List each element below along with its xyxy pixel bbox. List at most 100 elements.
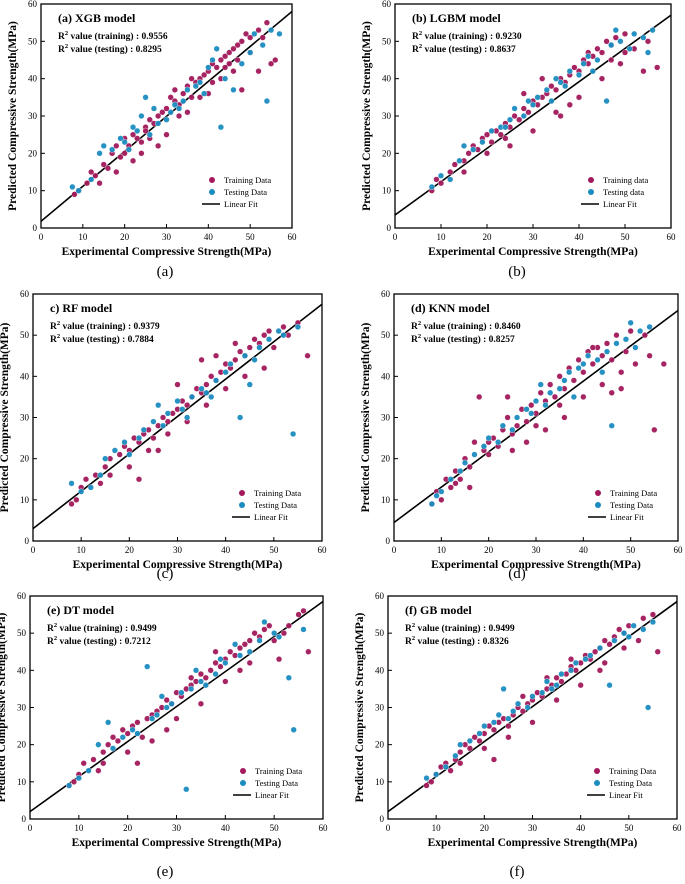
- training-point: [295, 611, 302, 618]
- testing-point: [140, 426, 147, 433]
- training-point: [184, 402, 191, 409]
- legend-training-marker: [595, 490, 601, 496]
- training-point: [134, 719, 141, 726]
- testing-point: [95, 741, 102, 748]
- training-point: [207, 667, 214, 674]
- testing-point: [640, 34, 647, 41]
- training-point: [238, 86, 245, 93]
- training-point: [171, 86, 178, 93]
- testing-point: [261, 618, 268, 626]
- r2-training-value: 0.9230: [495, 32, 521, 42]
- training-point: [164, 418, 171, 425]
- testing-point: [212, 377, 220, 384]
- testing-point: [78, 488, 85, 495]
- testing-point: [121, 139, 128, 146]
- training-point: [438, 496, 445, 503]
- testing-point: [265, 336, 273, 343]
- testing-point: [271, 630, 278, 637]
- panel-caption: (c): [157, 566, 174, 582]
- training-point: [300, 607, 307, 614]
- testing-point: [212, 670, 219, 678]
- training-point: [608, 356, 615, 363]
- testing-point: [105, 719, 112, 726]
- training-point: [145, 447, 152, 454]
- training-point: [457, 760, 464, 767]
- testing-point: [192, 667, 200, 674]
- y-axis-title: Predicted Compressive Strength(MPa): [361, 21, 373, 211]
- panel-caption: (f): [510, 864, 525, 880]
- testing-point: [572, 659, 579, 667]
- training-point: [509, 447, 516, 454]
- testing-point: [587, 652, 594, 659]
- training-point: [234, 41, 241, 49]
- training-point: [589, 344, 596, 351]
- testing-point: [488, 127, 495, 135]
- testing-point: [163, 116, 170, 123]
- training-point: [121, 150, 128, 157]
- training-point: [466, 484, 473, 491]
- legend-testing-marker: [239, 502, 245, 508]
- testing-point: [608, 422, 615, 429]
- r2-training-annotation: R2 value (training) : 0.8460: [411, 320, 521, 332]
- legend-fit-label: Linear Fit: [255, 790, 289, 800]
- testing-point: [111, 447, 118, 454]
- testing-point: [126, 451, 133, 458]
- testing-point: [509, 426, 516, 433]
- x-tick-label: 40: [204, 232, 214, 242]
- testing-point: [466, 737, 473, 745]
- testing-point: [259, 41, 266, 49]
- testing-point: [129, 124, 137, 131]
- training-point: [542, 426, 549, 433]
- training-point: [270, 344, 277, 351]
- training-point: [129, 157, 137, 164]
- testing-point: [241, 352, 249, 359]
- training-point: [198, 356, 205, 363]
- y-tick-label: 40: [28, 74, 38, 84]
- testing-series: [68, 323, 302, 495]
- legend-testing-label: Testing Data: [609, 778, 652, 788]
- training-point: [155, 112, 162, 120]
- testing-point: [129, 726, 136, 733]
- y-tick-label: 30: [28, 111, 38, 121]
- training-point: [68, 500, 75, 508]
- legend-testing-label: Testing data: [603, 187, 644, 197]
- training-point: [134, 760, 141, 767]
- training-point: [594, 45, 601, 52]
- testing-point: [197, 678, 205, 685]
- r2-training-annotation: R2 value (training) : 0.9556: [58, 30, 168, 42]
- testing-point: [637, 327, 644, 335]
- training-point: [71, 191, 78, 198]
- training-point: [247, 34, 254, 41]
- testing-point: [608, 41, 615, 49]
- testing-point: [256, 637, 263, 644]
- testing-point: [644, 49, 652, 56]
- training-point: [612, 34, 619, 41]
- testing-point: [640, 626, 647, 633]
- testing-point: [447, 176, 454, 183]
- training-point: [471, 734, 478, 741]
- testing-point: [208, 393, 215, 401]
- training-point: [114, 737, 122, 745]
- testing-point: [611, 637, 618, 644]
- y-tick-label: 0: [386, 536, 391, 546]
- legend-fit-label: Linear Fit: [609, 790, 643, 800]
- testing-point: [155, 120, 162, 127]
- testing-point: [542, 402, 549, 409]
- testing-point: [290, 430, 297, 438]
- testing-point: [134, 127, 141, 135]
- panel-title: (e) DT model: [47, 603, 115, 617]
- testing-point: [524, 704, 531, 711]
- training-point: [511, 112, 518, 120]
- training-point: [167, 94, 174, 101]
- r2-testing-annotation: R2 value (testing) : 0.7212: [47, 635, 151, 647]
- testing-point: [75, 187, 82, 194]
- testing-point: [606, 682, 613, 689]
- training-series: [65, 607, 312, 789]
- training-point: [552, 86, 560, 93]
- training-point: [528, 402, 535, 409]
- training-point: [227, 648, 234, 655]
- testing-point: [213, 45, 220, 52]
- x-tick-label: 20: [483, 232, 493, 242]
- y-tick-label: 60: [381, 289, 391, 299]
- legend-testing-label: Testing Data: [224, 187, 267, 197]
